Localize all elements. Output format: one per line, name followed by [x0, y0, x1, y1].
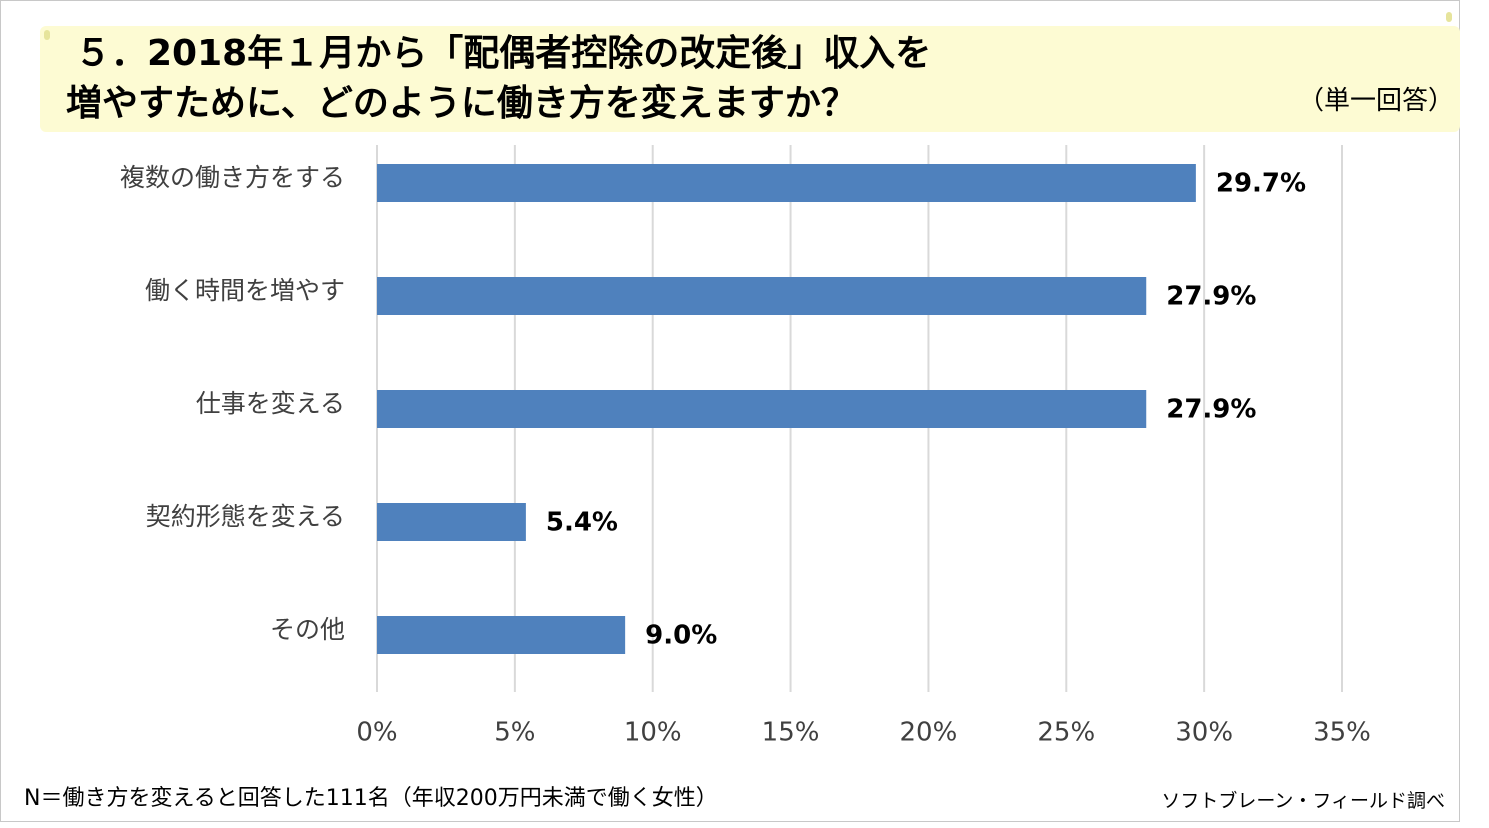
title-banner	[40, 26, 1460, 132]
category-label: 働く時間を増やす	[145, 276, 345, 305]
data-label: 5.4%	[546, 508, 618, 538]
bar	[377, 277, 1147, 315]
x-tick-label: 5%	[494, 718, 535, 748]
response-type-note: （単一回答）	[1297, 86, 1454, 116]
chart-title-line1: ５．2018年１月から「配偶者控除の改定後」収入を	[75, 33, 932, 74]
bar	[377, 616, 626, 654]
category-label: その他	[270, 615, 345, 644]
sample-footnote: N＝働き方を変えると回答した111名（年収200万円未満で働く女性）	[24, 786, 718, 811]
data-label: 29.7%	[1216, 169, 1306, 199]
category-label: 契約形態を変える	[146, 502, 345, 531]
category-label: 仕事を変える	[196, 389, 345, 418]
x-tick-label: 20%	[900, 718, 958, 748]
bar	[377, 164, 1196, 202]
source-footnote: ソフトブレーン・フィールド調べ	[1161, 790, 1445, 812]
x-tick-label: 15%	[762, 718, 820, 748]
x-tick-label: 10%	[624, 718, 682, 748]
corner-dot-decoration	[1446, 12, 1452, 22]
data-label: 9.0%	[645, 621, 717, 651]
bar	[377, 390, 1147, 428]
x-tick-label: 0%	[356, 718, 397, 748]
x-tick-label: 35%	[1313, 718, 1371, 748]
x-tick-label: 25%	[1037, 718, 1095, 748]
data-label: 27.9%	[1166, 395, 1256, 425]
category-label: 複数の働き方をする	[120, 163, 345, 192]
banner-dot-decoration	[44, 30, 50, 40]
x-tick-label: 30%	[1175, 718, 1233, 748]
data-label: 27.9%	[1166, 282, 1256, 312]
chart-title-line2: 増やすために、どのように働き方を変えますか？	[66, 83, 857, 124]
bar	[377, 503, 526, 541]
